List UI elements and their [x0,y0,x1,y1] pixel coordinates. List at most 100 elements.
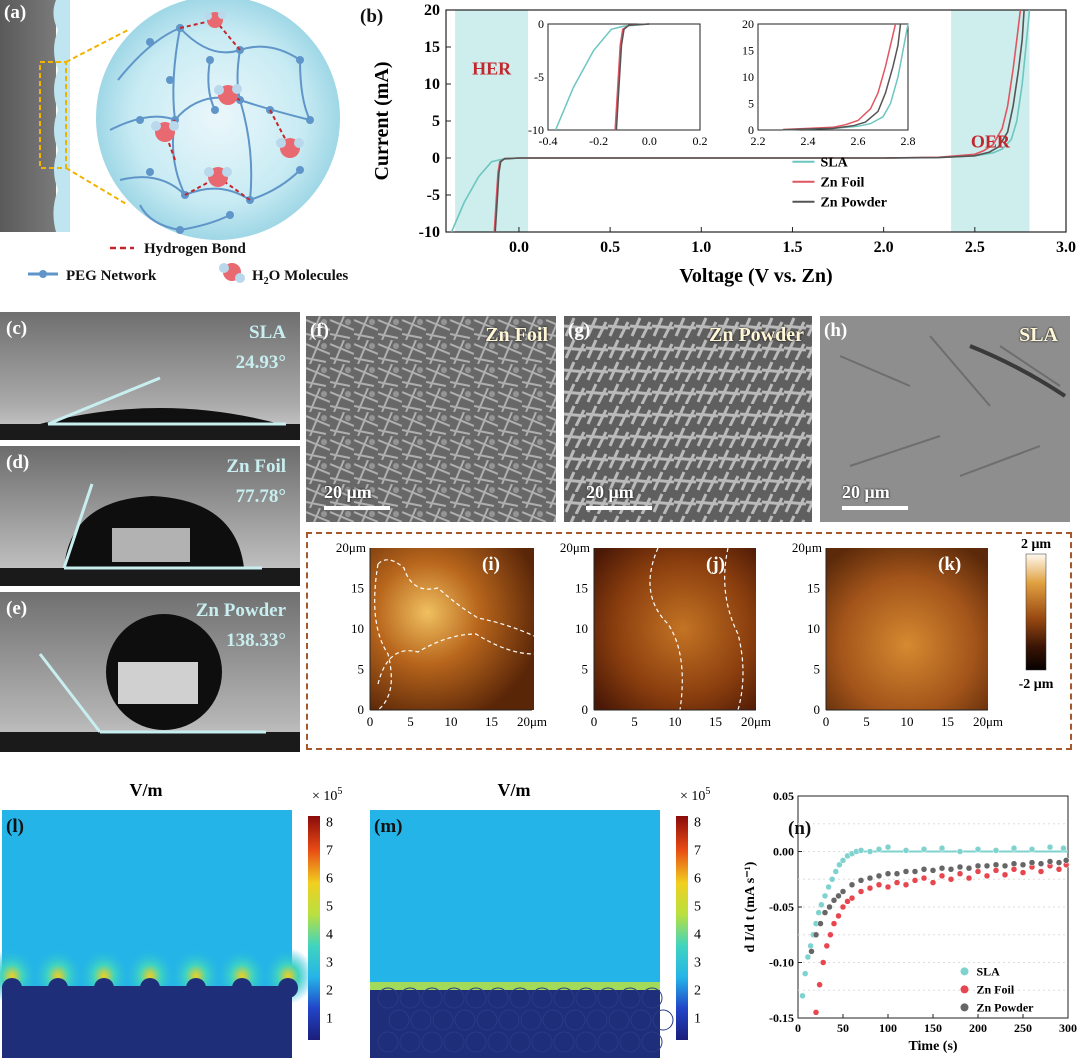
data-point [902,868,910,875]
afm-y-tick-label: 15 [575,581,588,596]
panel-g: (g) Zn Powder 20 μm [564,316,812,522]
data-point [828,876,836,883]
x-tick-label: 100 [879,1021,897,1035]
afm-x-tick-label: 10 [445,714,458,729]
colorbar-tick-label: 1 [326,1012,333,1027]
data-point [884,883,892,891]
x-tick-label: 0.5 [600,239,620,256]
data-point [1060,844,1067,852]
powder-particle [443,987,465,1009]
label-k: (k) [938,554,962,575]
colorbar-tick-label: 1 [694,1012,701,1027]
powder-particle [542,1009,564,1031]
colorbar-tick-label: 4 [326,928,333,943]
data-point [844,898,851,905]
data-point [965,864,973,872]
data-point [920,874,928,882]
y-tick-label: 0.00 [773,845,794,859]
label-m: (m) [374,816,403,837]
data-point [1037,860,1045,867]
panel-f: (f) Zn Foil 20 μm [306,316,556,522]
field-colorbar [308,816,320,1040]
field-colorbar [676,816,688,1040]
inset-x-tick-label: -0.4 [539,134,558,148]
data-point [974,846,982,853]
powder-particle [421,1031,443,1053]
powder-particle [619,1031,641,1053]
y-tick-label: 0.05 [773,789,794,803]
afm-y-tick-label: 10 [807,621,820,636]
afm-y-tick-label: 15 [351,581,364,596]
contact-angle-value: 77.78° [235,486,286,507]
colorbar-exponent: × 105 [680,786,710,804]
x-tick-label: 0.0 [509,239,529,256]
data-point [875,881,883,889]
data-point [1028,859,1036,866]
afm-y-tick-label: 0 [358,702,365,717]
data-point [920,846,928,853]
inset-y-tick-label: 10 [742,70,754,84]
powder-particle [377,987,399,1009]
legend-peg-text: PEG Network [66,268,157,284]
data-point [920,866,928,873]
region-band [455,10,529,232]
label-l: (l) [6,816,24,837]
inset-series-line [782,23,897,131]
label-h: (h) [824,320,848,341]
droplet-sla [40,408,280,424]
afm-y-top-label: 20μm [792,540,822,555]
y-tick-label: -0.15 [769,1011,794,1025]
polarization-chart: 0.0 0.5 1.0 1.5 2.0 2.5 3.0 -10 -5 0 5 10 15 20 Voltag… [371,2,1076,287]
afm-y-top-label: 20μm [336,540,366,555]
data-point [1028,846,1036,853]
panel-b: 0.0 0.5 1.0 1.5 2.0 2.5 3.0 -10 -5 0 5 10 15 20 Voltag… [360,0,1080,300]
data-point [839,903,847,911]
data-point [819,959,827,966]
inset-x-tick-label: 0.0 [642,134,657,148]
afm-x-tick-label: 5 [863,714,870,729]
region-label: HER [472,58,512,78]
sem-image-zn-powder [564,316,812,522]
label-f: (f) [310,320,329,341]
data-point [1019,861,1027,869]
inset-series-line [782,23,902,131]
x-tick-label: 1.0 [691,239,711,256]
powder-particle [564,1009,586,1031]
powder-particle [652,1009,674,1031]
powder-particle [399,1031,421,1053]
data-point [974,868,982,875]
data-point [947,866,955,873]
label-n: (n) [788,818,812,839]
afm-y-tick-label: 5 [582,662,589,677]
x-tick-label: 50 [837,1021,849,1035]
region-label: OER [971,132,1011,152]
powder-particle [410,1009,432,1031]
data-point [929,879,937,886]
inset-x-tick-label: 2.6 [851,134,866,148]
y-tick-label: 5 [432,113,440,130]
powder-particle [487,987,509,1009]
x-axis-label: Voltage (V vs. Zn) [679,265,832,287]
x-tick-label: 300 [1059,1021,1077,1035]
powder-particle [498,1009,520,1031]
powder-particle [575,1031,597,1053]
x-tick-label: 1.5 [782,239,802,256]
powder-particle [509,987,531,1009]
powder-particle [377,1031,399,1053]
data-point [938,864,946,872]
inset-x-tick-label: 2.4 [801,134,816,148]
data-point [875,872,883,880]
afm-x-tick-label: 5 [407,714,414,729]
afm-y-top-label: 20μm [560,540,590,555]
data-point [823,942,831,950]
scale-bar-label: 20 μm [842,482,890,502]
data-point [826,903,833,911]
afm-x-tick-label: 0 [823,714,830,729]
data-point [799,992,806,1000]
afm-x-end-label: 20μm [973,714,1003,729]
data-point [956,848,964,855]
colorbar-tick-label: 2 [326,984,333,999]
powder-particle [399,987,421,1009]
sem-image-sla [820,316,1070,522]
scale-bar-label: 20 μm [586,482,634,502]
